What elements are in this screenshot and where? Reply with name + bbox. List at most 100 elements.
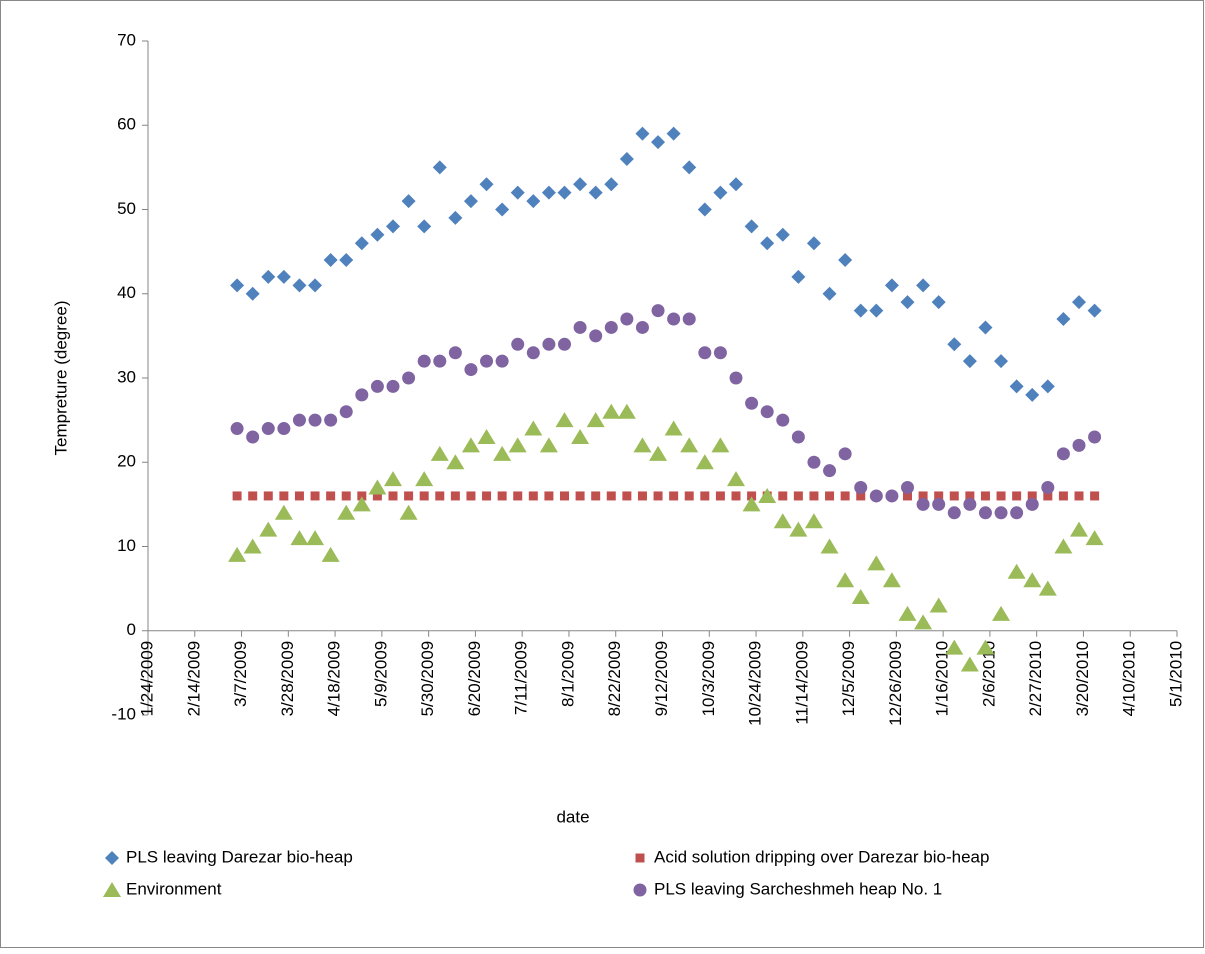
x-tick-label: 3/20/2010 [1073,641,1092,717]
marker-triangle [867,555,886,571]
marker-square [700,491,710,501]
marker-square [248,491,258,501]
marker-triangle [368,479,387,495]
marker-circle [776,413,790,427]
marker-circle [558,337,571,351]
marker-square [279,491,289,501]
y-axis-title: Tempreture (degree) [51,301,70,456]
marker-diamond [1025,387,1040,402]
marker-square [310,491,320,501]
marker-circle [1088,430,1102,444]
marker-square [622,491,632,501]
marker-circle [667,312,681,326]
marker-square [1043,491,1053,501]
marker-square [856,491,866,501]
marker-triangle [539,437,558,453]
marker-triangle [992,605,1011,621]
marker-square [497,491,507,501]
marker-square [778,491,788,501]
marker-triangle [228,546,247,562]
marker-square [388,491,398,501]
marker-diamond [666,126,681,141]
marker-triangle [758,487,777,503]
marker-triangle [493,445,512,461]
marker-triangle [773,513,792,529]
marker-diamond [1040,379,1055,394]
y-tick-label: 70 [117,30,136,49]
y-tick-label: 20 [117,452,136,471]
marker-diamond [401,194,416,209]
marker-triangle [882,572,901,588]
marker-diamond [495,202,510,217]
marker-square [404,491,414,501]
x-tick-label: 9/12/2009 [652,641,671,717]
marker-triangle [524,420,543,436]
marker-circle [511,337,525,351]
marker-circle [355,388,369,402]
marker-circle [901,481,914,495]
marker-square [934,491,944,501]
marker-diamond [463,194,478,209]
marker-circle [698,346,712,360]
marker-circle [838,447,852,461]
marker-circle [807,455,821,469]
marker-square [450,491,460,501]
marker-triangle [695,454,714,470]
marker-square [263,491,273,501]
marker-square [294,491,304,501]
x-tick-label: 6/20/2009 [465,641,484,717]
x-tick-label: 8/1/2009 [558,641,577,707]
x-tick-label: 12/26/2009 [886,641,905,726]
marker-triangle [664,420,683,436]
marker-circle [339,405,353,419]
legend-label: PLS leaving Darezar bio-heap [126,847,353,866]
marker-circle [713,346,727,360]
marker-square [591,491,601,501]
marker-square [731,491,741,501]
marker-circle [589,329,603,343]
marker-square [715,491,725,501]
marker-square [544,491,554,501]
marker-circle [230,422,244,436]
x-tick-label: 2/6/2010 [979,641,998,707]
marker-diamond [588,185,603,200]
marker-square [528,491,538,501]
x-tick-label: 4/10/2010 [1120,641,1139,717]
marker-square [435,491,445,501]
marker-diamond [370,227,385,242]
marker-circle [480,354,494,368]
y-tick-label: -10 [111,704,136,723]
marker-circle [386,379,400,393]
marker-diamond [931,295,946,310]
marker-diamond [822,286,837,301]
marker-triangle [508,437,527,453]
x-tick-label: 1/24/2009 [137,641,156,717]
marker-diamond [526,194,541,209]
marker-circle [932,497,946,511]
marker-triangle [1054,538,1073,554]
marker-triangle [306,530,325,546]
marker-square [466,491,476,501]
marker-square [793,491,803,501]
marker-diamond [276,269,291,284]
marker-diamond [573,177,588,192]
marker-circle [277,422,291,436]
y-tick-label: 10 [117,536,136,555]
marker-circle [745,396,759,410]
x-tick-label: 2/14/2009 [184,641,203,717]
marker-diamond [292,278,307,293]
marker-triangle [633,437,652,453]
marker-triangle [461,437,480,453]
marker-square [575,491,585,501]
marker-square [840,491,850,501]
marker-triangle [711,437,730,453]
marker-triangle [789,521,808,537]
marker-square [341,491,351,501]
marker-square [903,491,912,501]
marker-diamond [962,354,977,369]
marker-diamond [479,177,494,192]
marker-circle [682,312,696,326]
marker-diamond [806,236,821,251]
marker-diamond [557,185,572,200]
